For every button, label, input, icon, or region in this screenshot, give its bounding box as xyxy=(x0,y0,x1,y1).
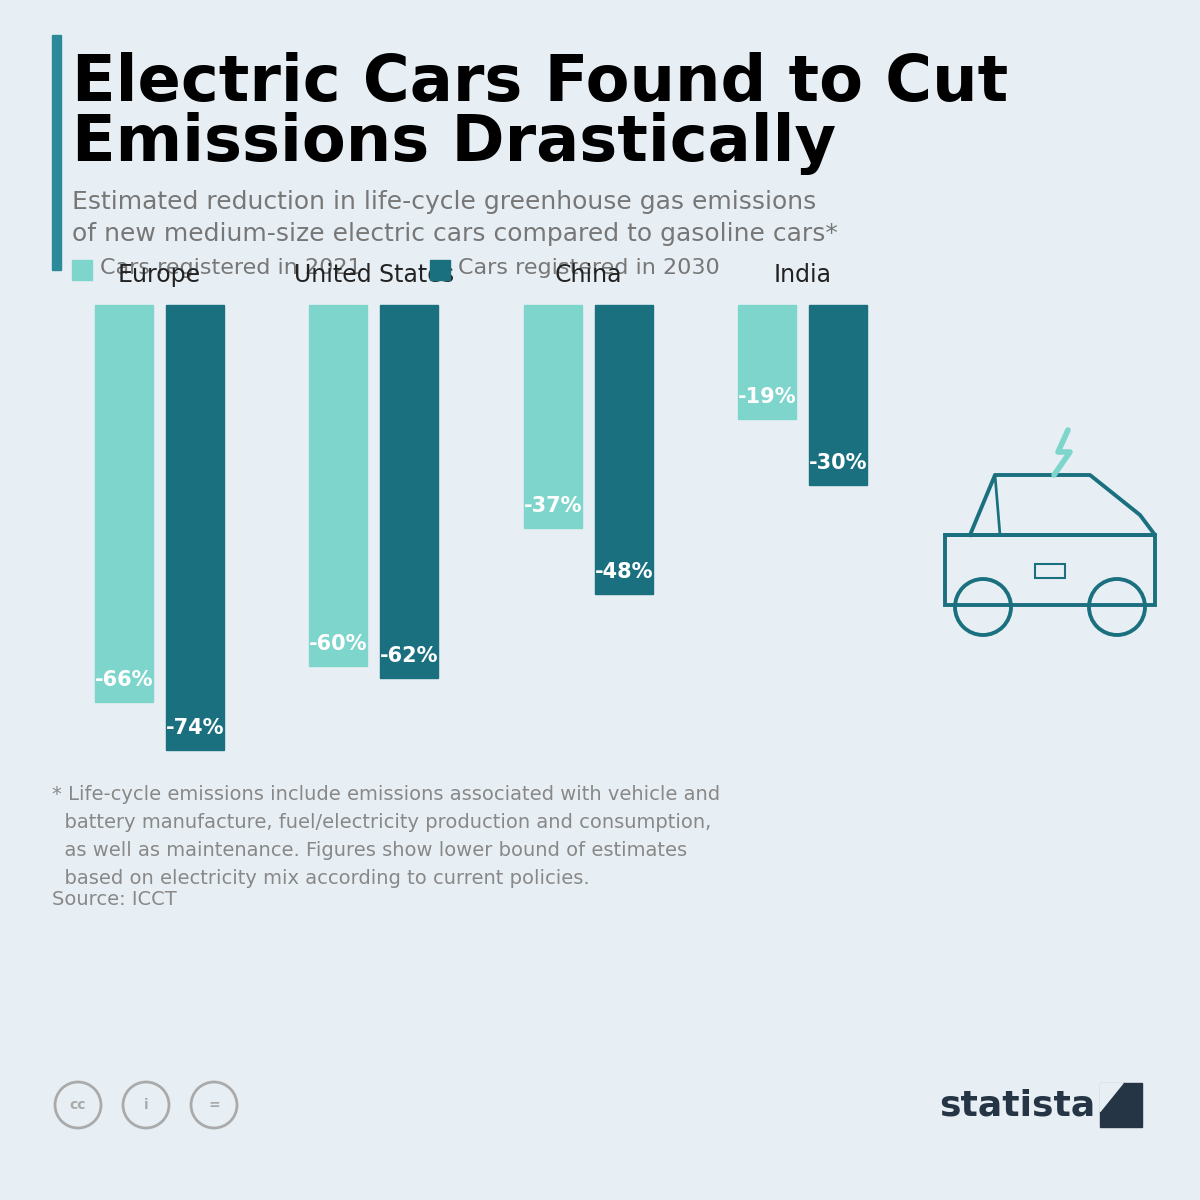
Bar xyxy=(72,260,92,280)
Polygon shape xyxy=(1100,1082,1123,1111)
Text: Cars registered in 2021: Cars registered in 2021 xyxy=(100,258,361,278)
Text: -74%: -74% xyxy=(166,718,224,738)
Bar xyxy=(738,305,797,419)
Bar xyxy=(946,535,1154,605)
Text: -30%: -30% xyxy=(809,454,868,474)
Bar xyxy=(1034,564,1066,578)
Bar xyxy=(310,305,367,666)
Text: Emissions Drastically: Emissions Drastically xyxy=(72,112,836,175)
Text: of new medium-size electric cars compared to gasoline cars*: of new medium-size electric cars compare… xyxy=(72,222,838,246)
Text: India: India xyxy=(774,263,832,287)
Text: -37%: -37% xyxy=(523,496,582,516)
Text: -66%: -66% xyxy=(95,670,154,690)
Text: * Life-cycle emissions include emissions associated with vehicle and
  battery m: * Life-cycle emissions include emissions… xyxy=(52,785,720,888)
Text: Electric Cars Found to Cut: Electric Cars Found to Cut xyxy=(72,52,1008,114)
Bar xyxy=(595,305,653,594)
Text: -62%: -62% xyxy=(380,646,438,666)
Bar xyxy=(430,260,450,280)
Text: Cars registered in 2030: Cars registered in 2030 xyxy=(458,258,720,278)
Text: -19%: -19% xyxy=(738,388,797,407)
Text: China: China xyxy=(554,263,622,287)
Bar xyxy=(1100,1082,1142,1127)
Text: Estimated reduction in life-cycle greenhouse gas emissions: Estimated reduction in life-cycle greenh… xyxy=(72,190,816,214)
Text: statista: statista xyxy=(938,1088,1096,1122)
Text: Source: ICCT: Source: ICCT xyxy=(52,890,176,910)
Bar xyxy=(166,305,223,750)
Bar xyxy=(95,305,152,702)
Bar xyxy=(809,305,868,486)
Bar xyxy=(52,35,61,270)
Text: -48%: -48% xyxy=(594,562,653,582)
Text: -60%: -60% xyxy=(310,634,367,654)
Text: cc: cc xyxy=(70,1098,86,1112)
Bar xyxy=(380,305,438,678)
Text: Europe: Europe xyxy=(118,263,200,287)
Text: i: i xyxy=(144,1098,149,1112)
Text: United States: United States xyxy=(294,263,454,287)
Text: =: = xyxy=(208,1098,220,1112)
Bar xyxy=(524,305,582,528)
